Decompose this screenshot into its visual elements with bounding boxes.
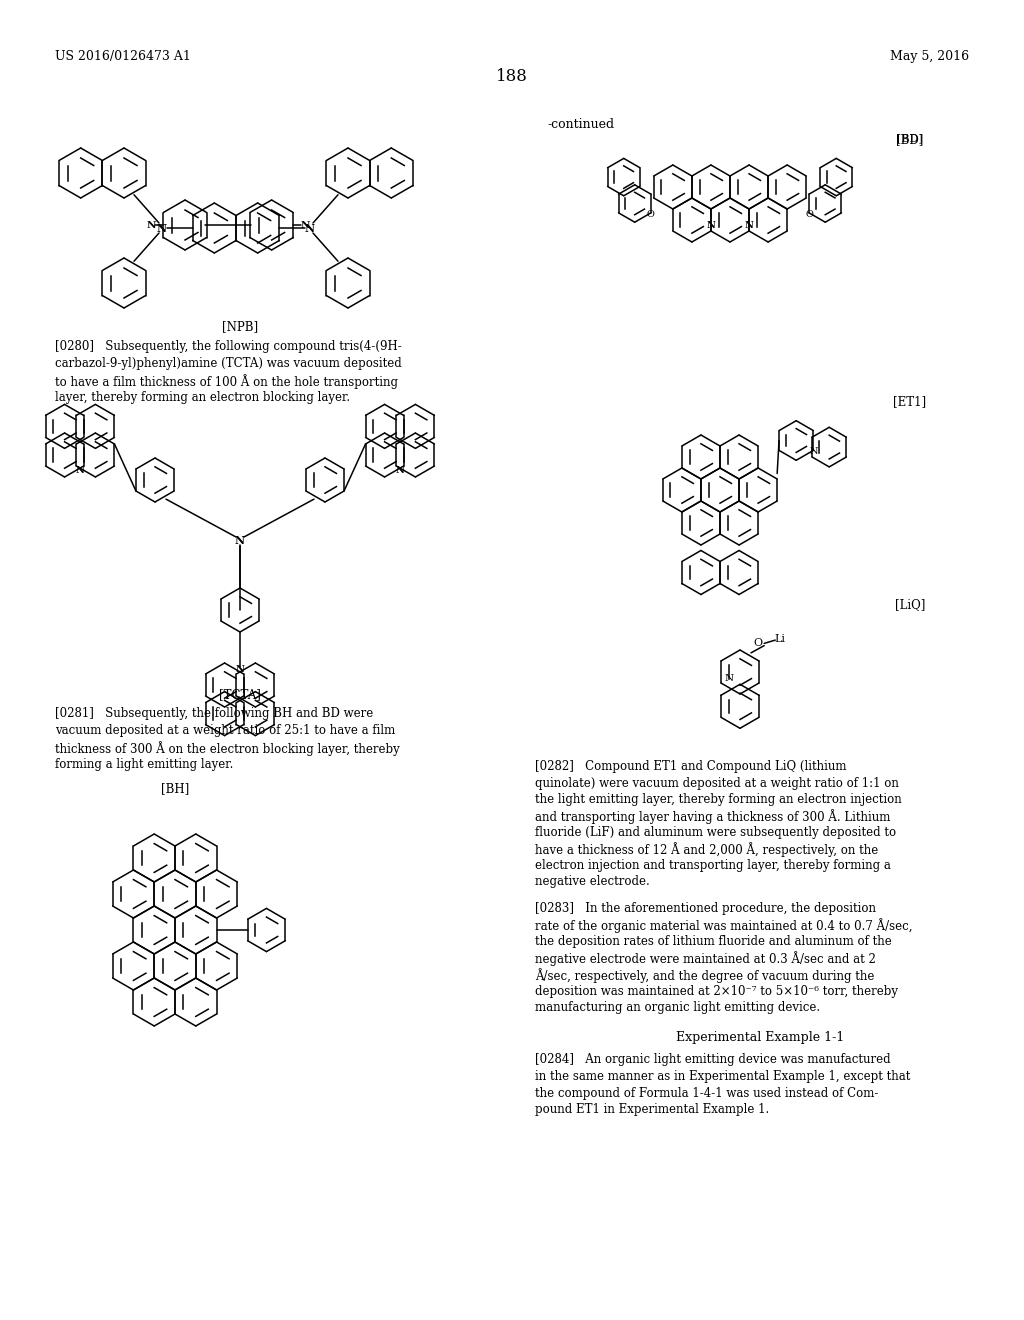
Text: thickness of 300 Å on the electron blocking layer, thereby: thickness of 300 Å on the electron block…	[55, 741, 399, 756]
Text: N: N	[744, 220, 754, 230]
Text: have a thickness of 12 Å and 2,000 Å, respectively, on the: have a thickness of 12 Å and 2,000 Å, re…	[535, 842, 879, 858]
Text: negative electrode.: negative electrode.	[535, 875, 650, 888]
Text: [0280]   Subsequently, the following compound tris(4-(9H-: [0280] Subsequently, the following compo…	[55, 341, 401, 352]
Text: Experimental Example 1-1: Experimental Example 1-1	[676, 1031, 844, 1044]
Text: manufacturing an organic light emitting device.: manufacturing an organic light emitting …	[535, 1001, 820, 1014]
Text: [LiQ]: [LiQ]	[895, 598, 926, 611]
Text: fluoride (LiF) and aluminum were subsequently deposited to: fluoride (LiF) and aluminum were subsequ…	[535, 826, 896, 840]
Text: electron injection and transporting layer, thereby forming a: electron injection and transporting laye…	[535, 859, 891, 873]
Text: carbazol-9-yl)phenyl)amine (TCTA) was vacuum deposited: carbazol-9-yl)phenyl)amine (TCTA) was va…	[55, 356, 401, 370]
Text: [BD]: [BD]	[897, 133, 923, 143]
Text: vacuum deposited at a weight ratio of 25:1 to have a film: vacuum deposited at a weight ratio of 25…	[55, 723, 395, 737]
Text: [TCTA]: [TCTA]	[219, 688, 261, 701]
Text: the deposition rates of lithium fluoride and aluminum of the: the deposition rates of lithium fluoride…	[535, 935, 892, 948]
Text: in the same manner as in Experimental Example 1, except that: in the same manner as in Experimental Ex…	[535, 1071, 910, 1082]
Text: N: N	[234, 535, 245, 545]
Text: N: N	[395, 466, 404, 475]
Text: [0284]   An organic light emitting device was manufactured: [0284] An organic light emitting device …	[535, 1053, 891, 1067]
Text: layer, thereby forming an electron blocking layer.: layer, thereby forming an electron block…	[55, 391, 350, 404]
Text: Li: Li	[774, 634, 785, 644]
Text: N: N	[236, 665, 245, 675]
Text: the compound of Formula 1-4-1 was used instead of Com-: the compound of Formula 1-4-1 was used i…	[535, 1086, 879, 1100]
Text: May 5, 2016: May 5, 2016	[890, 50, 969, 63]
Text: and transporting layer having a thickness of 300 Å. Lithium: and transporting layer having a thicknes…	[535, 809, 891, 825]
Text: N: N	[300, 220, 310, 230]
Text: the light emitting layer, thereby forming an electron injection: the light emitting layer, thereby formin…	[535, 793, 902, 807]
Text: O: O	[646, 210, 654, 219]
Text: N: N	[146, 220, 156, 230]
Text: O: O	[806, 210, 814, 219]
Text: [0282]   Compound ET1 and Compound LiQ (lithium: [0282] Compound ET1 and Compound LiQ (li…	[535, 760, 847, 774]
Text: N: N	[76, 466, 84, 475]
Text: rate of the organic material was maintained at 0.4 to 0.7 Å/sec,: rate of the organic material was maintai…	[535, 919, 912, 933]
Text: [NPB]: [NPB]	[222, 319, 258, 333]
Text: to have a film thickness of 100 Å on the hole transporting: to have a film thickness of 100 Å on the…	[55, 374, 398, 389]
Text: N: N	[810, 447, 818, 455]
Text: US 2016/0126473 A1: US 2016/0126473 A1	[55, 50, 190, 63]
Text: N: N	[724, 675, 733, 684]
Text: -continued: -continued	[547, 117, 614, 131]
Text: [ET1]: [ET1]	[893, 395, 927, 408]
Text: forming a light emitting layer.: forming a light emitting layer.	[55, 758, 233, 771]
Text: N: N	[305, 223, 315, 234]
Text: [0281]   Subsequently, the following BH and BD were: [0281] Subsequently, the following BH an…	[55, 708, 374, 719]
Text: O: O	[753, 639, 762, 648]
Text: N: N	[707, 220, 716, 230]
Text: [BD]: [BD]	[896, 133, 924, 147]
Text: quinolate) were vacuum deposited at a weight ratio of 1:1 on: quinolate) were vacuum deposited at a we…	[535, 776, 899, 789]
Text: negative electrode were maintained at 0.3 Å/sec and at 2: negative electrode were maintained at 0.…	[535, 952, 876, 966]
Text: [BH]: [BH]	[161, 781, 189, 795]
Text: 188: 188	[496, 69, 528, 84]
Text: deposition was maintained at 2×10⁻⁷ to 5×10⁻⁶ torr, thereby: deposition was maintained at 2×10⁻⁷ to 5…	[535, 985, 898, 998]
Text: pound ET1 in Experimental Example 1.: pound ET1 in Experimental Example 1.	[535, 1104, 769, 1115]
Text: [0283]   In the aforementioned procedure, the deposition: [0283] In the aforementioned procedure, …	[535, 902, 876, 915]
Text: Å/sec, respectively, and the degree of vacuum during the: Å/sec, respectively, and the degree of v…	[535, 968, 874, 983]
Text: N: N	[157, 223, 167, 234]
